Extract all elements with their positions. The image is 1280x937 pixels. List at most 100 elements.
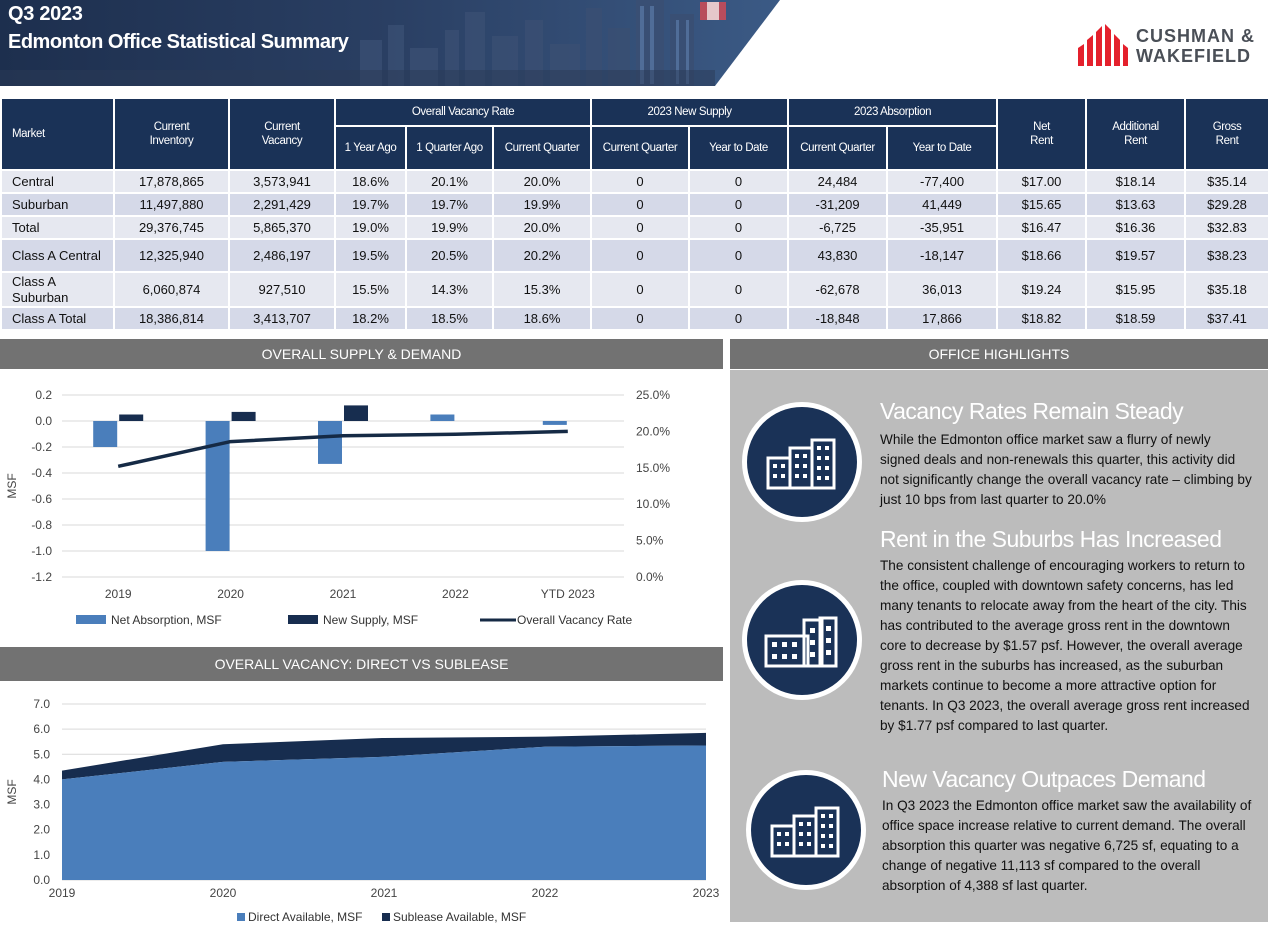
legend-swatch-sublease: [382, 913, 390, 921]
x-tick-label: 2019: [49, 886, 76, 900]
y-tick-label: 7.0: [33, 697, 50, 711]
header-absorption-current-quarter: Current Quarter: [787, 125, 889, 171]
table-row: Suburban 11,497,880 2,291,429 19.7% 19.7% 19.…: [0, 192, 1271, 217]
cell-year-ago: 18.6%: [334, 169, 407, 194]
net-absorption-bar: [430, 414, 455, 421]
cell-quarter-ago: 20.1%: [405, 169, 494, 194]
cell-quarter-ago: 20.5%: [405, 238, 494, 273]
header-vacancy-rate-group: Overall Vacancy Rate: [333, 97, 593, 127]
net-absorption-bar: [205, 421, 230, 551]
y2-tick-label: 10.0%: [636, 497, 670, 511]
cell-gross-rent: $35.14: [1184, 169, 1271, 194]
y2-tick-label: 15.0%: [636, 461, 670, 475]
supply-demand-chart: 0.2 0.0 -0.2 -0.4 -0.6 -0.8 -1.0 -1.2 25.0% 20.0%…: [5, 388, 670, 627]
cell-absorption-current-quarter: -18,848: [787, 306, 889, 331]
header-year-ago: 1 Year Ago: [334, 125, 407, 171]
cell-absorption-ytd: -35,951: [886, 215, 999, 240]
cell-absorption-current-quarter: 24,484: [787, 169, 889, 194]
cell-year-ago: 18.2%: [334, 306, 407, 331]
cell-quarter-ago: 19.9%: [405, 215, 494, 240]
cell-vacancy: 2,486,197: [228, 238, 336, 273]
cell-supply-ytd: 0: [688, 215, 790, 240]
vacancy-section-title: OVERALL VACANCY: DIRECT VS SUBLEASE: [0, 647, 723, 681]
y2-tick-label: 0.0%: [636, 570, 664, 584]
cell-additional-rent: $18.59: [1085, 306, 1187, 331]
cell-supply-current-quarter: 0: [590, 169, 691, 194]
x-tick-label: 2022: [442, 587, 469, 601]
cell-absorption-current-quarter: -31,209: [787, 192, 889, 217]
x-tick-label: 2021: [371, 886, 398, 900]
cell-additional-rent: $18.14: [1085, 169, 1187, 194]
legend-swatch-new-supply: [288, 615, 318, 624]
header-current-quarter: Current Quarter: [491, 125, 593, 171]
cell-market: Suburban: [0, 192, 115, 217]
vacancy-rate-line: [117, 429, 568, 469]
y-tick-label: 0.2: [35, 388, 52, 402]
cell-vacancy: 5,865,370: [228, 215, 336, 240]
table-row: Class A Total 18,386,814 3,413,707 18.2% 18.…: [0, 306, 1271, 331]
vacancy-area-chart: 7.0 6.0 5.0 4.0 3.0 2.0 1.0 0.0 MSF 2019 2020 2021 2…: [5, 697, 720, 924]
report-period: Q3 2023: [8, 3, 83, 25]
net-absorption-bar: [542, 421, 567, 425]
y-tick-label: -0.6: [31, 492, 52, 506]
cell-net-rent: $16.47: [996, 215, 1088, 240]
table-row: Class A Suburban 6,060,874 927,510 15.5% 14.…: [0, 271, 1271, 308]
cell-supply-current-quarter: 0: [590, 192, 691, 217]
y-tick-label: -0.2: [31, 440, 52, 454]
report-title: Edmonton Office Statistical Summary: [8, 31, 349, 53]
cell-supply-current-quarter: 0: [590, 271, 691, 308]
new-supply-bar: [344, 405, 368, 421]
table-row: Central 17,878,865 3,573,941 18.6% 20.1% 20.0…: [0, 169, 1271, 194]
highlight-title: Vacancy Rates Remain Steady: [880, 398, 1184, 424]
logo-mark-icon: [1078, 24, 1128, 66]
legend-net-absorption: Net Absorption, MSF: [111, 613, 222, 627]
x-tick-label: 2021: [330, 587, 357, 601]
legend-new-supply: New Supply, MSF: [323, 613, 418, 627]
cell-net-rent: $15.65: [996, 192, 1088, 217]
cell-absorption-ytd: 17,866: [886, 306, 999, 331]
y-tick-label: 0.0: [33, 873, 50, 887]
x-tick-label: 2019: [105, 587, 132, 601]
cell-current-quarter: 20.0%: [491, 169, 593, 194]
office-highlights-panel: Vacancy Rates Remain Steady While the Edm…: [730, 370, 1268, 922]
cell-supply-ytd: 0: [688, 169, 790, 194]
highlight-body: In Q3 2023 the Edmonton office market sa…: [882, 798, 1252, 893]
cell-absorption-ytd: 41,449: [886, 192, 999, 217]
cell-gross-rent: $29.28: [1184, 192, 1271, 217]
y2-tick-label: 20.0%: [636, 424, 670, 438]
cell-market: Class A Suburban: [0, 271, 115, 308]
logo-text-line1: CUSHMAN &: [1136, 26, 1255, 46]
cell-additional-rent: $19.57: [1085, 238, 1187, 273]
header-absorption-group: 2023 Absorption: [787, 97, 999, 127]
cell-gross-rent: $38.23: [1184, 238, 1271, 273]
cell-current-quarter: 20.2%: [491, 238, 593, 273]
cell-vacancy: 927,510: [228, 271, 336, 308]
cell-supply-ytd: 0: [688, 271, 790, 308]
cell-market: Total: [0, 215, 115, 240]
y2-tick-label: 25.0%: [636, 388, 670, 402]
y-tick-label: 0.0: [35, 414, 52, 428]
cell-net-rent: $19.24: [996, 271, 1088, 308]
cell-current-quarter: 18.6%: [491, 306, 593, 331]
cell-net-rent: $17.00: [996, 169, 1088, 194]
table-row: Total 29,376,745 5,865,370 19.0% 19.9% 20.0% 0…: [0, 215, 1271, 240]
net-absorption-bar: [93, 421, 118, 447]
legend-swatch-net-absorption: [76, 615, 106, 624]
cell-quarter-ago: 18.5%: [405, 306, 494, 331]
cell-supply-ytd: 0: [688, 306, 790, 331]
header-current-inventory: Current Inventory: [113, 97, 230, 171]
header-gross-rent: Gross Rent: [1184, 97, 1271, 171]
cell-inventory: 6,060,874: [113, 271, 230, 308]
cell-current-quarter: 20.0%: [491, 215, 593, 240]
sublease-area: [62, 732, 706, 780]
x-tick-label: 2023: [693, 886, 720, 900]
x-tick-label: 2020: [210, 886, 237, 900]
statistical-summary-table: Market Current Inventory Current Vacancy…: [0, 97, 1271, 331]
cell-vacancy: 3,413,707: [228, 306, 336, 331]
y-tick-label: 3.0: [33, 798, 50, 812]
report-header: Q3 2023 Edmonton Office Statistical Summ…: [0, 0, 1280, 90]
cell-inventory: 29,376,745: [113, 215, 230, 240]
y-tick-label: 1.0: [33, 848, 50, 862]
highlight-title: Rent in the Suburbs Has Increased: [880, 526, 1222, 552]
y-tick-label: 5.0: [33, 747, 50, 761]
